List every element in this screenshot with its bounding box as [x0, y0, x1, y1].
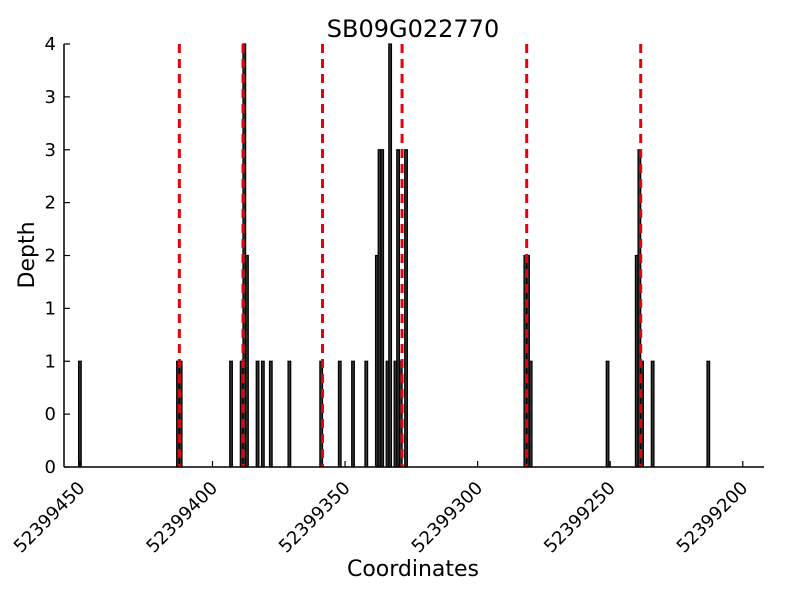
x-tick-label-5: 52399200 [673, 478, 753, 558]
y-tick-label-4: 2 [45, 246, 56, 267]
bar-19 [388, 43, 393, 468]
bar-6 [245, 254, 249, 468]
x-ticks-layer: 52399450 52399400 52399350 52399300 52399250… [10, 461, 753, 558]
bar-23 [404, 149, 408, 468]
y-tick-label-1: 0 [45, 404, 56, 425]
x-tick-label-1: 52399400 [142, 478, 222, 558]
bar-7 [255, 360, 260, 468]
bar-17 [380, 149, 385, 468]
bar-27 [605, 360, 610, 468]
y-axis-label: Depth [15, 221, 40, 288]
bar-8 [260, 360, 265, 468]
x-tick-label-4: 52399250 [540, 478, 620, 558]
bar-32 [706, 360, 711, 468]
bar-14 [364, 360, 369, 468]
x-tick-label-3: 52399300 [408, 478, 488, 558]
x-axis-label: Coordinates [347, 557, 479, 582]
chart-title: SB09G022770 [327, 15, 499, 43]
y-tick-label-7: 3 [45, 87, 56, 108]
y-tick-label-8: 4 [45, 34, 56, 55]
bar-9 [268, 360, 273, 468]
bars-layer [77, 43, 711, 468]
bar-31 [650, 360, 655, 468]
x-tick-label-0: 52399450 [10, 478, 90, 558]
bar-10 [287, 360, 292, 468]
y-ticks-layer: 0 0 1 1 2 2 3 3 4 [45, 34, 70, 478]
y-tick-label-0: 0 [45, 457, 56, 478]
y-tick-label-6: 3 [45, 140, 56, 161]
bar-26 [528, 360, 533, 468]
bar-3 [229, 360, 233, 468]
y-tick-label-5: 2 [45, 193, 56, 214]
markers-layer [177, 44, 643, 467]
bar-0 [77, 360, 82, 468]
bar-13 [351, 360, 355, 468]
y-tick-label-2: 1 [45, 351, 56, 372]
bar-12 [337, 360, 342, 468]
y-tick-label-3: 1 [45, 298, 56, 319]
x-tick-label-2: 52399350 [275, 478, 355, 558]
